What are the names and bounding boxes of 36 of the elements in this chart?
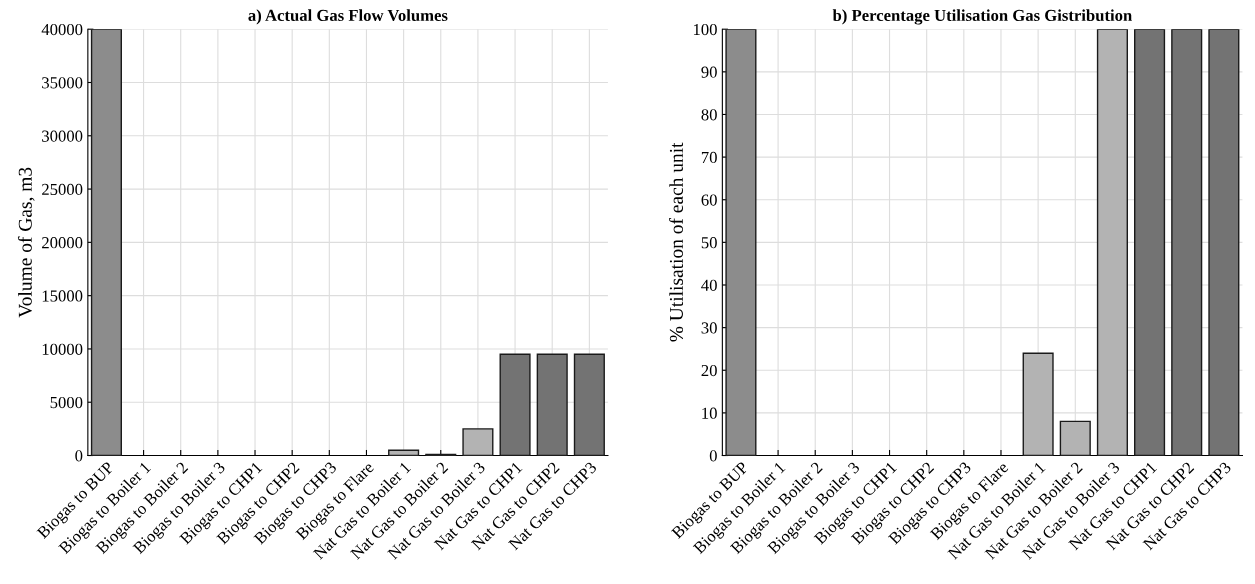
- bar: [573, 353, 605, 456]
- y-tick-label: 80: [701, 109, 717, 121]
- bar: [1059, 420, 1091, 456]
- bar: [462, 428, 494, 456]
- y-tick-label: 20: [701, 364, 717, 377]
- bar: [536, 353, 568, 456]
- bar: [1022, 352, 1054, 456]
- bar: [388, 449, 420, 456]
- y-tick-label: 90: [701, 66, 717, 78]
- y-tick-label: 15000: [42, 290, 83, 302]
- y-tick-label: 20000: [42, 237, 83, 249]
- y-tick-label: 30000: [42, 130, 83, 142]
- bar: [1208, 29, 1240, 456]
- y-tick-label: 35000: [42, 77, 83, 89]
- bar: [1096, 29, 1128, 456]
- y-tick-label: 0: [709, 450, 717, 462]
- y-tick-label: 10: [702, 407, 717, 419]
- y-tick-label: 70: [701, 151, 717, 164]
- chart-title: b) Percentage Utilisation Gas Gistribution: [832, 9, 1132, 25]
- y-tick-label: 60: [701, 194, 717, 206]
- chart-title: a) Actual Gas Flow Volumes: [248, 9, 448, 25]
- bar: [725, 29, 757, 456]
- bar: [1171, 29, 1203, 456]
- y-tick-label: 5000: [50, 396, 83, 409]
- y-axis-title: Volume of Gas, m3: [17, 167, 35, 318]
- y-tick-label: 100: [693, 23, 717, 36]
- bar: [1134, 29, 1166, 456]
- y-tick-label: 25000: [42, 183, 83, 196]
- y-tick-label: 30: [701, 322, 717, 334]
- y-tick-label: 0: [75, 450, 83, 462]
- y-tick-label: 50: [701, 237, 717, 249]
- y-tick-label: 40000: [41, 23, 83, 36]
- y-tick-label: 40: [701, 279, 717, 291]
- y-axis-title: % Utilisation of each unit: [669, 142, 684, 342]
- y-tick-label: 10000: [42, 343, 83, 355]
- bar: [499, 353, 531, 456]
